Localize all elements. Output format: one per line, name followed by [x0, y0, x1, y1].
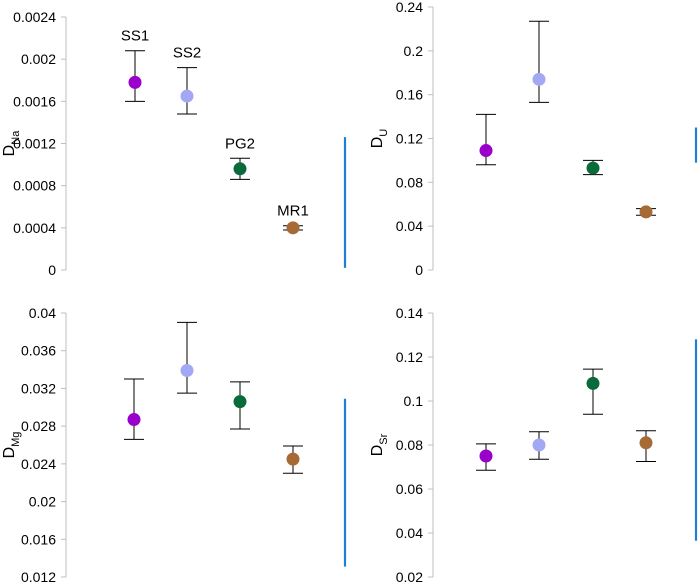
u-tick-label-3: 0.12 [396, 131, 423, 147]
sr-tick-label-5: 0.12 [396, 349, 423, 365]
mg-tick-label-3: 0.024 [21, 456, 56, 472]
sr-tick-label-2: 0.06 [396, 481, 423, 497]
sr-tick-label-0: 0.02 [396, 569, 423, 585]
mg-tick-label-1: 0.016 [21, 531, 56, 547]
mg-point-pg2 [233, 395, 247, 409]
u-tick-label-1: 0.04 [396, 218, 423, 234]
na-point-mr1 [286, 221, 300, 235]
na-tick-label-4: 0.0016 [13, 93, 56, 109]
mg-point-ss1 [127, 413, 141, 427]
sr-tick-label-6: 0.14 [396, 305, 423, 321]
u-tick-label-0: 0 [415, 262, 423, 278]
mg-point-ss2 [180, 364, 194, 378]
na-tick-label-1: 0.0004 [13, 220, 56, 236]
sr-point-mr1 [639, 436, 653, 450]
mg-tick-label-6: 0.036 [21, 343, 56, 359]
u-point-ss2 [532, 72, 546, 86]
sr-point-ss2 [532, 438, 546, 452]
mg-tick-label-2: 0.02 [29, 494, 56, 510]
mg-tick-label-7: 0.04 [29, 305, 56, 321]
mg-tick-label-0: 0.012 [21, 569, 56, 585]
na-label-ss1: SS1 [121, 28, 149, 45]
mg-point-mr1 [286, 452, 300, 466]
sr-point-pg2 [586, 376, 600, 390]
na-label-mr1: MR1 [277, 203, 309, 220]
mg-y-label: DMg [1, 432, 22, 459]
u-tick-label-5: 0.2 [404, 43, 424, 59]
sr-y-label: DSr [369, 433, 390, 456]
na-label-ss2: SS2 [173, 45, 201, 62]
u-tick-label-6: 0.24 [396, 0, 423, 15]
u-point-pg2 [586, 161, 600, 175]
sr-point-ss1 [479, 449, 493, 463]
na-y-label: DNa [1, 130, 22, 157]
na-point-ss2 [180, 89, 194, 103]
sr-tick-label-3: 0.08 [396, 437, 423, 453]
na-tick-label-3: 0.0012 [13, 136, 56, 152]
u-tick-label-2: 0.08 [396, 174, 423, 190]
u-point-ss1 [479, 144, 493, 158]
u-y-label: DU [369, 129, 390, 149]
u-point-mr1 [639, 205, 653, 219]
na-tick-label-6: 0.0024 [13, 9, 56, 25]
na-tick-label-5: 0.002 [21, 51, 56, 67]
mg-tick-label-5: 0.032 [21, 380, 56, 396]
sr-tick-label-1: 0.04 [396, 525, 423, 541]
mg-tick-label-4: 0.028 [21, 418, 56, 434]
na-point-pg2 [233, 162, 247, 176]
sr-tick-label-4: 0.1 [404, 393, 424, 409]
u-tick-label-4: 0.16 [396, 87, 423, 103]
na-point-ss1 [128, 75, 142, 89]
na-tick-label-0: 0 [48, 262, 56, 278]
na-tick-label-2: 0.0008 [13, 178, 56, 194]
na-label-pg2: PG2 [225, 135, 255, 152]
